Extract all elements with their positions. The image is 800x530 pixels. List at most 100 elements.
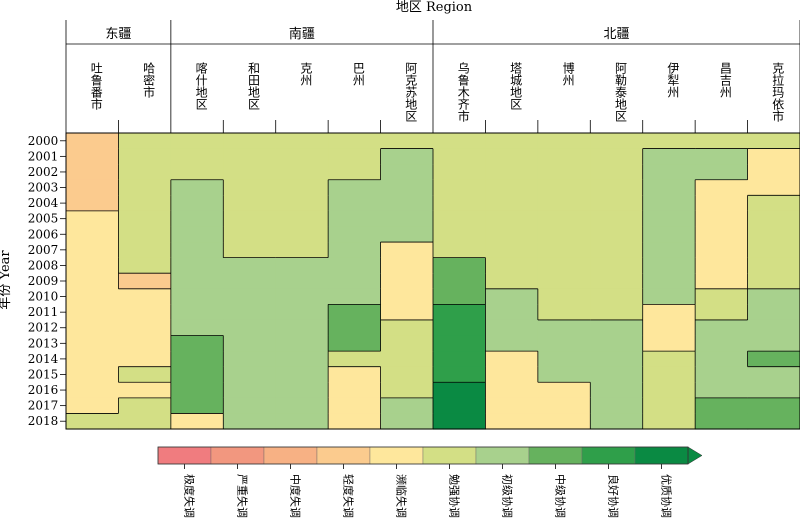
heatmap-cell xyxy=(590,133,644,150)
legend-swatch xyxy=(475,446,530,465)
heatmap-cell xyxy=(695,242,749,259)
heatmap-cell xyxy=(590,397,644,415)
heatmap-cell xyxy=(590,335,644,352)
year-label: 2002 xyxy=(28,165,59,179)
heatmap-cell xyxy=(66,210,120,228)
heatmap-cell xyxy=(747,304,800,321)
heatmap-cell xyxy=(537,242,591,259)
heatmap-cell xyxy=(223,335,277,352)
heatmap-cell xyxy=(590,148,644,165)
heatmap-cell xyxy=(433,273,487,290)
heatmap-cell xyxy=(380,164,434,181)
heatmap-cell xyxy=(223,273,277,290)
heatmap-cell xyxy=(485,164,539,181)
region-label: 阿勒泰地区 xyxy=(614,62,628,122)
heatmap-cell xyxy=(537,210,591,228)
year-label: 2008 xyxy=(28,258,59,272)
legend-arrow xyxy=(687,446,703,465)
heatmap-cell xyxy=(275,179,329,196)
heatmap-cell xyxy=(118,226,172,243)
heatmap-cell xyxy=(642,164,696,181)
region-label: 昌吉州 xyxy=(718,62,732,98)
heatmap-cell xyxy=(380,382,434,399)
heatmap-cell xyxy=(537,366,591,383)
heatmap-cell xyxy=(433,319,487,337)
heatmap-cell xyxy=(118,319,172,337)
group-label: 南疆 xyxy=(289,26,315,42)
heatmap-cell xyxy=(66,164,120,181)
legend-frame xyxy=(157,446,689,465)
heatmap-cell xyxy=(170,133,224,150)
heatmap-cell xyxy=(642,210,696,228)
heatmap-cell xyxy=(642,382,696,399)
heatmap-cell xyxy=(433,304,487,321)
heatmap-cell xyxy=(275,382,329,399)
y-axis-label: 年份 Year xyxy=(0,250,13,310)
heatmap-cell xyxy=(433,179,487,196)
heatmap-cell xyxy=(223,226,277,243)
heatmap-cell xyxy=(223,242,277,259)
heatmap-cell xyxy=(590,257,644,274)
heatmap-cell xyxy=(275,288,329,305)
heatmap-cell xyxy=(328,242,382,259)
heatmap-cell xyxy=(642,413,696,430)
year-label: 2012 xyxy=(28,321,59,335)
heatmap-cell xyxy=(170,288,224,305)
heatmap-cell xyxy=(275,148,329,165)
heatmap-cell xyxy=(695,335,749,352)
region-label: 和田地区 xyxy=(247,62,261,110)
region-label: 巴州 xyxy=(351,62,365,86)
year-label: 2010 xyxy=(28,290,59,304)
year-label: 2017 xyxy=(28,399,59,413)
heatmap-cell xyxy=(118,366,172,383)
heatmap-cell xyxy=(695,413,749,430)
heatmap-cell xyxy=(485,133,539,150)
heatmap-cell xyxy=(275,133,329,150)
heatmap-cell xyxy=(328,288,382,305)
heatmap-cell xyxy=(380,304,434,321)
heatmap-cell xyxy=(66,242,120,259)
heatmap-cell xyxy=(223,257,277,274)
heatmap-cell xyxy=(747,273,800,290)
heatmap-cell xyxy=(433,413,487,430)
year-label: 2004 xyxy=(28,196,59,210)
heatmap-cell xyxy=(433,382,487,399)
legend-swatch xyxy=(210,446,265,465)
heatmap-cell xyxy=(170,319,224,337)
heatmap-cell xyxy=(170,226,224,243)
heatmap-cell xyxy=(118,413,172,430)
region-label: 伊犁州 xyxy=(666,62,680,98)
heatmap-cell xyxy=(170,148,224,165)
heatmap-cell xyxy=(170,210,224,228)
heatmap-cell xyxy=(433,242,487,259)
heatmap-cell xyxy=(275,273,329,290)
heatmap-cell xyxy=(170,273,224,290)
heatmap-cell xyxy=(275,210,329,228)
heatmap-cell xyxy=(66,382,120,399)
heatmap-cell xyxy=(275,397,329,415)
heatmap-cell xyxy=(118,288,172,305)
legend-label: 严重失调 xyxy=(236,474,250,518)
heatmap-cell xyxy=(747,319,800,337)
year-label: 2007 xyxy=(28,243,59,257)
heatmap-cell xyxy=(433,164,487,181)
heatmap-cell xyxy=(433,133,487,150)
heatmap-cell xyxy=(485,351,539,368)
heatmap-cell xyxy=(537,226,591,243)
heatmap-cell xyxy=(170,351,224,368)
heatmap-cell xyxy=(642,195,696,212)
heatmap-cell xyxy=(485,273,539,290)
heatmap-cell xyxy=(695,397,749,415)
region-label: 哈密市 xyxy=(142,62,156,98)
heatmap-cell xyxy=(275,413,329,430)
year-label: 2009 xyxy=(28,274,59,288)
region-label: 克州 xyxy=(299,62,313,86)
heatmap-cell xyxy=(590,304,644,321)
heatmap-cell xyxy=(328,226,382,243)
legend-swatch xyxy=(369,446,424,465)
heatmap-cell xyxy=(642,257,696,274)
heatmap-cell xyxy=(118,382,172,399)
heatmap-cell xyxy=(485,413,539,430)
group-label: 东疆 xyxy=(105,27,131,42)
heatmap-cell xyxy=(747,366,800,383)
